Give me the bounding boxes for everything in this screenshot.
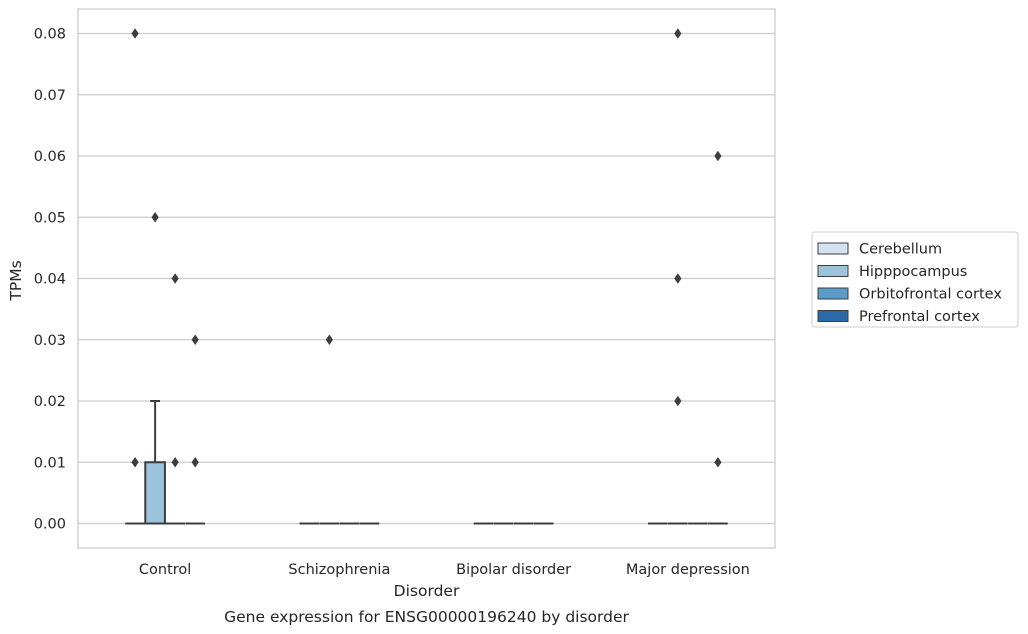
legend-label: Prefrontal cortex (859, 309, 980, 325)
outlier-point (191, 334, 199, 345)
y-tick-label: 0.02 (34, 394, 66, 410)
y-tick-label: 0.03 (34, 333, 66, 349)
legend-item: Prefrontal cortex (817, 309, 980, 325)
plot-marks (125, 400, 728, 525)
outlier-point (151, 212, 159, 223)
outlier-point (325, 334, 333, 345)
legend-label: Hipppocampus (859, 264, 967, 280)
y-tick-label: 0.04 (34, 272, 66, 288)
x-axis-label: Disorder (394, 582, 460, 600)
x-axis-ticks: Control Schizophrenia Bipolar disorder Majo… (139, 562, 750, 578)
y-axis-label: TPMs (7, 260, 25, 301)
legend-item: Orbitofrontal cortex (817, 287, 1002, 303)
x-tick-label: Schizophrenia (288, 562, 390, 578)
y-tick-label: 0.07 (34, 88, 66, 104)
legend-swatch (817, 265, 849, 277)
x-tick-label: Major depression (626, 562, 750, 578)
box-hipppocampus-0 (144, 400, 166, 525)
y-tick-label: 0.01 (34, 455, 66, 471)
outlier-markers (131, 28, 722, 468)
grid-lines (78, 32, 775, 525)
legend: Cerebellum Hipppocampus Orbitofrontal cort… (811, 231, 1019, 328)
outlier-point (191, 457, 199, 468)
legend-label: Orbitofrontal cortex (859, 287, 1002, 303)
legend-swatch (817, 287, 849, 300)
outlier-point (674, 273, 682, 284)
y-tick-label: 0.00 (34, 517, 66, 533)
legend-label: Cerebellum (859, 242, 942, 258)
outlier-point (674, 395, 682, 407)
box-body (144, 461, 166, 525)
chart-caption: Gene expression for ENSG00000196240 by d… (224, 608, 629, 626)
legend-frame (811, 231, 1019, 328)
legend-item: Cerebellum (817, 242, 942, 258)
outlier-point (131, 457, 139, 468)
y-tick-label: 0.05 (34, 210, 66, 226)
legend-swatch (817, 242, 849, 255)
outlier-point (171, 457, 179, 468)
x-tick-label: Control (139, 562, 191, 578)
legend-item: Hipppocampus (817, 264, 967, 280)
legend-swatch (817, 310, 849, 322)
x-tick-label: Bipolar disorder (456, 562, 571, 578)
outlier-point (674, 28, 682, 39)
y-tick-label: 0.08 (34, 27, 66, 43)
outlier-point (714, 150, 722, 162)
y-axis-ticks: 0.00 0.01 0.02 0.03 0.04 0.05 0.06 0.07 0.08 (34, 27, 66, 533)
outlier-point (171, 273, 179, 284)
plot-frame (77, 8, 776, 549)
y-tick-label: 0.06 (34, 149, 66, 165)
outlier-point (714, 457, 722, 468)
outlier-point (131, 28, 139, 39)
